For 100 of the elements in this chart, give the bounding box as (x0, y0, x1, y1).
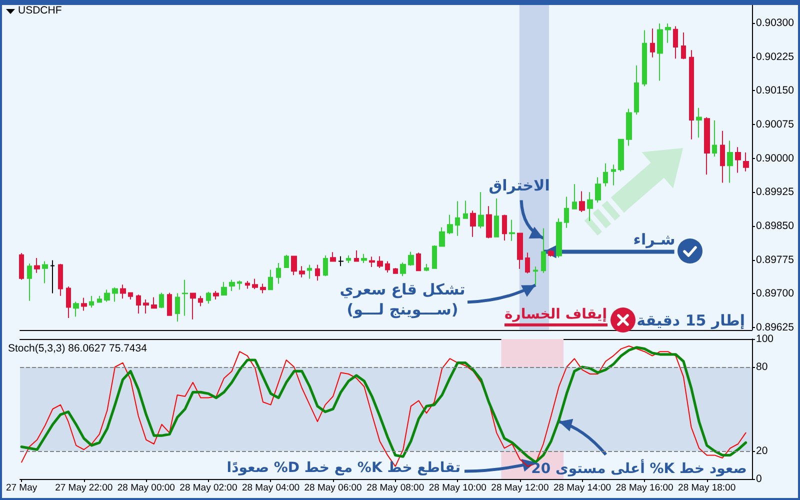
candlestick (284, 254, 289, 268)
candlestick (603, 162, 608, 187)
candlestick (735, 146, 741, 174)
x-tick-label: 28 May 12:00 (491, 482, 549, 494)
x-tick-label: 28 May 18:00 (678, 482, 736, 494)
candlestick (595, 176, 601, 204)
candlestick (509, 219, 515, 242)
candlestick (120, 284, 126, 300)
candlestick (696, 107, 702, 138)
candlestick (128, 292, 133, 300)
x-tick-label: 28 May 16:00 (616, 482, 674, 494)
candlestick (681, 32, 686, 60)
candlestick (665, 22, 671, 44)
candlestick (720, 130, 725, 184)
candlestick (260, 283, 266, 294)
candlestick (73, 301, 79, 318)
candlestick (400, 262, 406, 277)
candlestick (743, 152, 749, 172)
candlestick (213, 290, 219, 300)
candlestick (548, 249, 554, 258)
candlestick (486, 206, 492, 239)
candlestick (268, 269, 273, 290)
candlestick (143, 299, 149, 314)
candlestick (299, 266, 305, 278)
candlestick (393, 267, 398, 274)
y-tick-label: 0.90075 (756, 118, 794, 131)
candlestick (385, 260, 390, 273)
candlestick (587, 192, 593, 222)
candlestick (252, 278, 258, 290)
candlestick (81, 297, 87, 312)
candlestick (541, 228, 546, 274)
candlestick (34, 258, 40, 274)
candlestick (167, 292, 172, 316)
candlestick (354, 250, 359, 262)
y-tick-label: 80 (756, 361, 768, 373)
candlestick (502, 214, 507, 241)
candlestick (42, 260, 48, 284)
candlestick (564, 196, 569, 228)
candlestick (455, 200, 460, 236)
candlestick (361, 253, 367, 264)
candlestick (237, 280, 242, 290)
candlestick (307, 264, 312, 280)
chart-title: USDCHF (18, 4, 62, 16)
candlestick (424, 263, 429, 272)
annotation: إيقاف الخسارة (504, 305, 607, 326)
annotation: صعود خط K% أعلى مستوى 20 (531, 460, 747, 478)
candlestick (338, 256, 344, 267)
candlestick (618, 138, 624, 172)
candlestick (494, 198, 499, 238)
candlestick (712, 120, 717, 158)
candlestick (447, 214, 453, 235)
candlestick (377, 256, 383, 268)
candlestick (112, 286, 118, 302)
candlestick (58, 263, 63, 296)
annotation: شـراء (633, 230, 676, 250)
y-tick-label: 0 (756, 473, 762, 485)
x-tick-label: 28 May 06:00 (304, 482, 362, 494)
x-tick-label: 28 May 08:00 (366, 482, 424, 494)
annotation: الاختراق (488, 176, 550, 196)
candlestick (657, 22, 663, 82)
annotation: إطار 15 دقيقة (636, 311, 745, 330)
candlestick (27, 262, 32, 302)
candlestick (650, 28, 655, 58)
candlestick (634, 64, 639, 116)
x-tick-label: 28 May 14:00 (553, 482, 612, 494)
candlestick (315, 264, 320, 282)
candlestick (408, 251, 414, 266)
candlestick (97, 295, 102, 304)
candlestick (369, 256, 375, 268)
y-tick-label: 0.90300 (756, 17, 794, 30)
chart-title: Stoch(5,3,3) 86.0627 75.7434 (8, 342, 148, 354)
x-tick-label: 28 May 10:00 (428, 482, 486, 494)
candlestick (221, 281, 227, 296)
x-tick-label: 28 May 04:00 (242, 482, 300, 494)
candlestick (291, 256, 297, 276)
y-tick-label: 0.89925 (756, 186, 794, 198)
candlestick (704, 116, 710, 176)
candlestick (470, 210, 476, 238)
candlestick (439, 226, 445, 248)
y-tick-label: 20 (756, 445, 768, 457)
x-tick-label: 27 May (6, 482, 38, 494)
candlestick (517, 232, 523, 270)
y-tick-label: 0.89700 (756, 288, 794, 300)
candlestick (276, 262, 281, 284)
candlestick (611, 164, 616, 186)
candlestick (245, 280, 250, 290)
x-tick-label: 28 May 02:00 (180, 482, 238, 494)
candlestick (626, 108, 632, 146)
candlestick (66, 286, 71, 319)
y-tick-label: 0.89850 (756, 220, 794, 232)
y-tick-label: 100 (756, 333, 774, 345)
candlestick (689, 50, 694, 140)
candlestick (89, 295, 94, 308)
annotation: تقاطع خط K% مع خط D% صعودًا (226, 459, 460, 478)
candlestick (175, 292, 180, 322)
candlestick (182, 279, 188, 316)
annotation: تشكل قاع سعري (ســـوينج لـــو) (340, 280, 466, 320)
y-tick-label: 0.89625 (756, 322, 794, 334)
candlestick (19, 252, 24, 280)
candlestick (151, 296, 157, 309)
